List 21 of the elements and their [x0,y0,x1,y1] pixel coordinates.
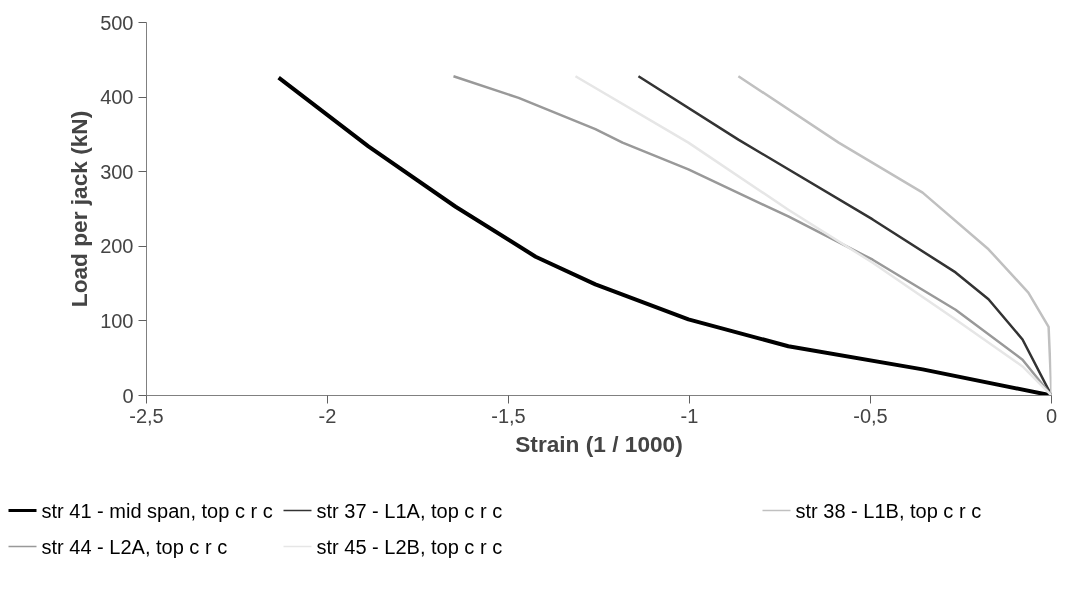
y-tick-label: 200 [100,235,134,258]
legend-label: str 44 - L2A, top c r c [41,535,228,558]
y-tick-label: 0 [122,384,134,407]
legend-label: str 38 - L1B, top c r c [795,499,982,522]
legend-label: str 45 - L2B, top c r c [316,535,503,558]
x-tick-label: -1,5 [491,404,526,427]
y-tick-label: 500 [100,11,134,34]
line-series [276,75,1052,396]
legend-label: str 41 - mid span, top c r c [41,499,273,522]
x-tick-label: -0,5 [853,404,888,427]
y-tick-label: 100 [100,309,134,332]
legend-label: str 37 - L1A, top c r c [316,499,503,522]
x-tick-label: -2 [318,404,337,427]
line-series [452,74,1052,396]
y-tick-label: 400 [100,86,134,109]
y-tick-label: 300 [100,160,134,183]
x-tick-label: -1 [680,404,699,427]
x-axis-title: Strain (1 / 1000) [515,430,683,457]
x-tick-label: -2,5 [129,404,164,427]
y-axis-title: Load per jack (kN) [66,110,93,308]
x-tick-label: 0 [1045,404,1058,427]
